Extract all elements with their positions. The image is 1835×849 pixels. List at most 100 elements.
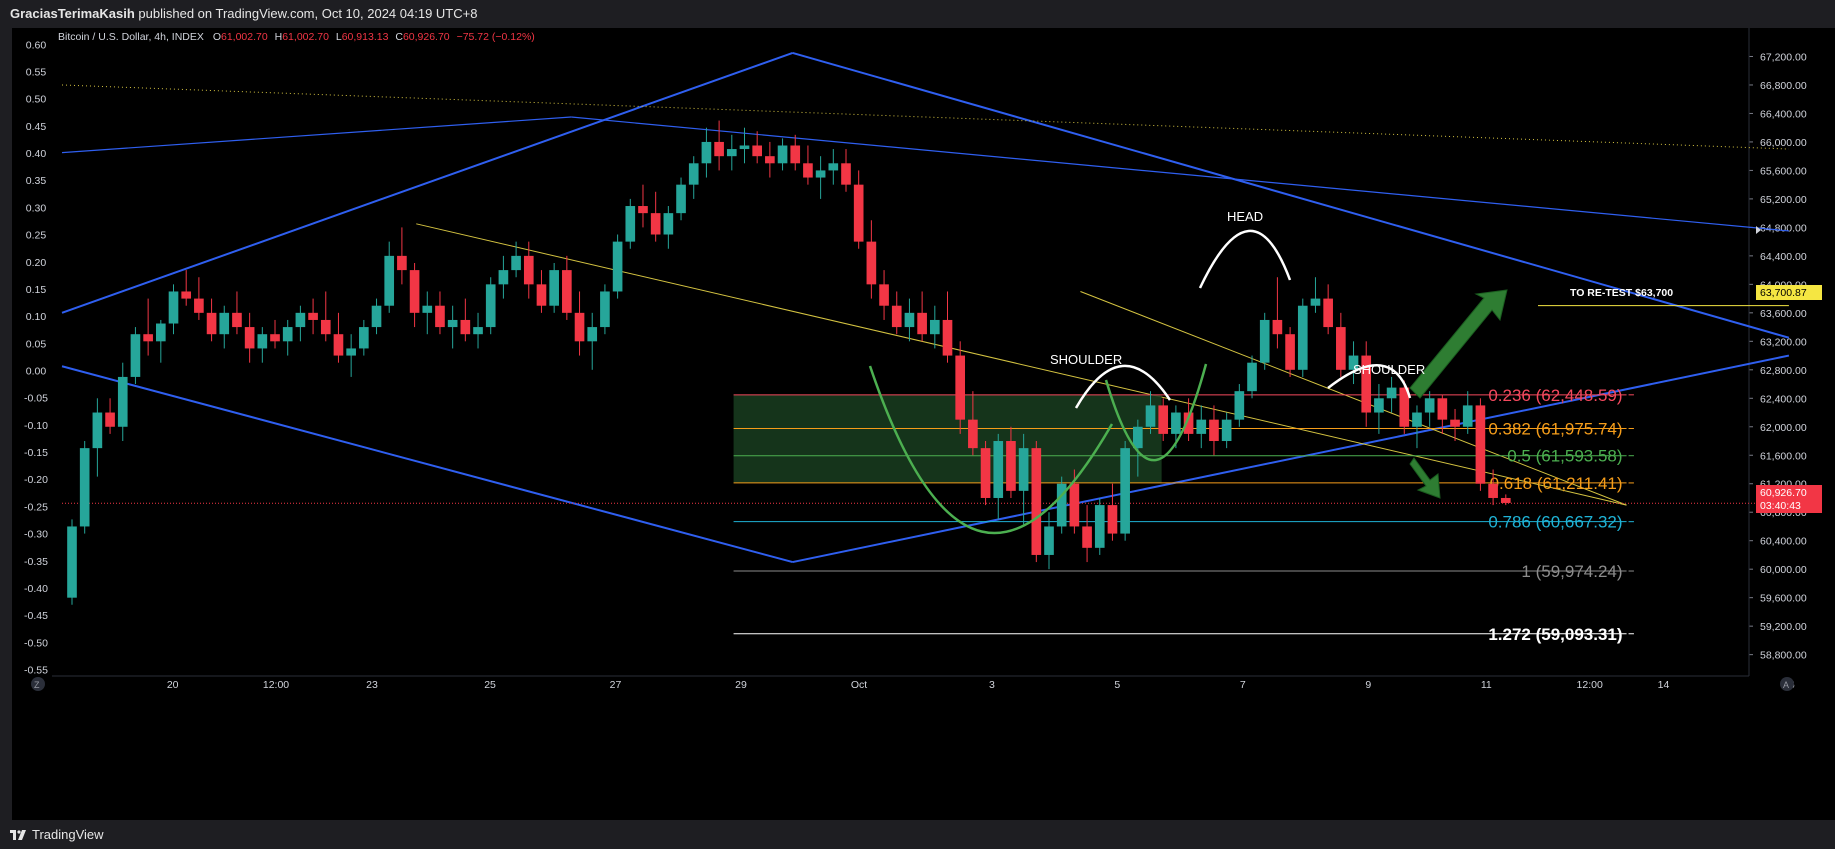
candle: [1158, 398, 1169, 442]
candle-body: [828, 163, 839, 171]
right-axis-tick-label: 66,800.00: [1760, 80, 1807, 92]
candle: [942, 291, 953, 363]
candle-body: [1285, 334, 1295, 370]
candle: [1348, 341, 1359, 385]
candle: [181, 270, 192, 306]
candle-body: [194, 298, 204, 313]
candle-body: [67, 526, 77, 598]
left-axis-tick-label: 0.60: [26, 39, 47, 51]
candle: [1412, 405, 1422, 449]
candle-body: [536, 284, 547, 306]
candle-body: [473, 327, 483, 335]
candle-body: [676, 184, 686, 214]
fib-label: 0.236 (62,448.59): [1488, 386, 1622, 405]
candle: [1500, 494, 1511, 506]
candle-body: [206, 312, 217, 335]
footer: TradingView: [0, 820, 1835, 849]
candle: [790, 134, 801, 171]
yellow-wedge-line: [1080, 291, 1627, 506]
countdown-text: 03:40:43: [1760, 500, 1801, 512]
left-axis-tick-label: 0.20: [26, 257, 47, 269]
candle: [714, 120, 724, 171]
candle: [929, 305, 940, 349]
candle: [1310, 277, 1321, 313]
left-axis-tick-label: -0.50: [24, 637, 48, 649]
chart-frame[interactable]: 0.60 0.55 0.50 0.45 0.40 0.35 0.30 0.25 0.20 0.15…: [12, 28, 1835, 820]
candle-body: [79, 448, 90, 527]
candle-body: [498, 270, 509, 285]
candle-body: [523, 255, 534, 285]
chart-svg[interactable]: 0.60 0.55 0.50 0.45 0.40 0.35 0.30 0.25 0.20 0.15…: [12, 28, 1835, 820]
candle-body: [1082, 526, 1092, 548]
legend-symbol: Bitcoin / U.S. Dollar, 4h, INDEX: [58, 31, 204, 43]
candle-body: [891, 305, 902, 328]
candle: [904, 298, 915, 342]
candle: [752, 131, 762, 164]
candle: [117, 362, 128, 442]
right-axis-tick-label: 58,800.00: [1760, 650, 1807, 662]
left-axis-tick-label: 0.10: [26, 311, 47, 323]
candle: [688, 156, 699, 199]
candle-body: [841, 163, 851, 185]
candle: [1285, 327, 1295, 377]
candle: [650, 191, 661, 242]
time-axis-label: 23: [366, 679, 378, 691]
candle-body: [625, 206, 636, 242]
candle-body: [511, 255, 521, 271]
candle-body: [346, 348, 356, 356]
candle: [777, 138, 788, 171]
left-axis-tick-label: 0.15: [26, 284, 47, 296]
scroll-right-icon[interactable]: [1756, 226, 1761, 234]
cup-fill-zone: [733, 394, 1162, 483]
right-axis-tick-label: 63,600.00: [1760, 308, 1807, 320]
candle: [168, 284, 179, 335]
right-axis-tick-label: 65,600.00: [1760, 165, 1807, 177]
candle-body: [397, 255, 407, 271]
shoulder-left-label: SHOULDER: [1050, 352, 1122, 367]
candle-body: [980, 448, 991, 498]
left-axis-tick-label: 0.25: [26, 230, 47, 242]
tradingview-logo[interactable]: TradingView: [10, 827, 104, 842]
candle-body: [1500, 497, 1511, 503]
left-axis-tick-label: -0.20: [24, 474, 48, 486]
shoulder-right-label: SHOULDER: [1353, 362, 1425, 377]
author-name[interactable]: GraciasTerimaKasih: [10, 6, 135, 21]
legend-close-label: C: [395, 31, 403, 43]
shoulder-right-arc: [1327, 364, 1412, 399]
candle: [130, 327, 141, 385]
candle-body: [574, 312, 585, 342]
candle-body: [155, 323, 166, 342]
candle: [612, 234, 623, 299]
current-price-tag: [1756, 485, 1822, 513]
candle-body: [1234, 391, 1245, 420]
candle: [244, 312, 255, 363]
candle: [143, 298, 153, 356]
candle: [917, 291, 927, 342]
dotted-resistance-line: [61, 84, 1789, 150]
auto-scale-button[interactable]: [1780, 677, 1794, 691]
right-axis-tick-label: 60,400.00: [1760, 536, 1807, 548]
candle: [815, 156, 826, 199]
candle-body: [853, 184, 864, 242]
right-axis-tick-label: 66,400.00: [1760, 108, 1807, 120]
right-axis-tick-label: 64,800.00: [1760, 222, 1807, 234]
zoom-reset-button[interactable]: [31, 677, 45, 691]
right-axis-tick-label: 67,200.00: [1760, 51, 1807, 63]
candle: [295, 305, 306, 342]
left-axis-tick-label: -0.25: [24, 501, 48, 513]
candle-body: [1462, 405, 1473, 427]
candle: [282, 319, 293, 356]
time-axis-label: Oct: [851, 679, 867, 691]
candle-body: [1221, 419, 1232, 442]
left-axis-tick-label: -0.05: [24, 393, 48, 405]
candle: [460, 298, 471, 342]
candle: [511, 241, 521, 278]
auto-scale-icon: A: [1783, 680, 1789, 690]
legend-line: Bitcoin / U.S. Dollar, 4h, INDEX O61,002…: [58, 31, 535, 43]
right-axis-tick-label: 60,000.00: [1760, 564, 1807, 576]
candle-body: [333, 334, 344, 356]
candle-body: [1399, 387, 1410, 427]
legend-change: −75.72 (−0.12%): [457, 31, 535, 43]
tradingview-brand: TradingView: [32, 827, 104, 842]
candle: [549, 262, 559, 313]
